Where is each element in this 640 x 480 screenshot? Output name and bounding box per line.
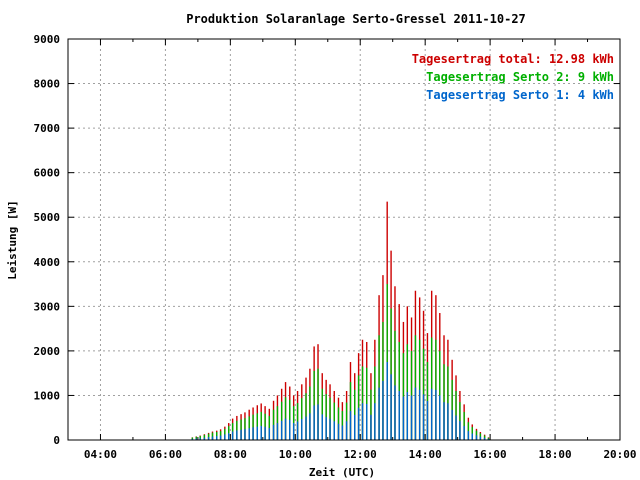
bar-serto1	[394, 385, 395, 440]
bar-serto1	[252, 427, 253, 440]
bar-serto1	[334, 421, 335, 440]
bar-serto1	[415, 388, 416, 440]
x-axis-label: Zeit (UTC)	[309, 466, 375, 479]
bar-serto1	[463, 426, 464, 440]
bar-serto1	[354, 415, 355, 440]
y-tick-label: 5000	[34, 211, 61, 224]
x-tick-label: 04:00	[84, 448, 117, 461]
x-tick-label: 16:00	[474, 448, 507, 461]
bar-serto1	[447, 403, 448, 440]
bar-serto1	[476, 435, 477, 440]
y-tick-label: 0	[53, 434, 60, 447]
y-tick-label: 9000	[34, 33, 61, 46]
bar-serto1	[301, 419, 302, 440]
bar-serto1	[257, 427, 258, 440]
bar-serto1	[411, 395, 412, 440]
bar-serto1	[317, 404, 318, 440]
bar-serto1	[451, 410, 452, 440]
bar-serto1	[309, 413, 310, 440]
bar-serto1	[240, 430, 241, 440]
bar-serto1	[403, 397, 404, 440]
x-tick-label: 08:00	[214, 448, 247, 461]
x-tick-label: 12:00	[344, 448, 377, 461]
y-tick-label: 7000	[34, 122, 61, 135]
bar-serto1	[261, 426, 262, 440]
bar-serto1	[439, 395, 440, 440]
x-tick-labels: 04:00 06:00 08:00 10:00 12:00 14:00 16:00 18:00…	[84, 448, 637, 461]
bar-serto1	[362, 403, 363, 440]
x-tick-label: 14:00	[409, 448, 442, 461]
bar-serto1	[366, 404, 367, 440]
bar-serto1	[468, 431, 469, 440]
bar-serto1	[228, 433, 229, 440]
bar-serto1	[374, 403, 375, 440]
y-tick-label: 3000	[34, 300, 61, 313]
bar-serto1	[269, 428, 270, 440]
y-tick-label: 2000	[34, 345, 61, 358]
y-tick-label: 1000	[34, 389, 61, 402]
x-tick-label: 18:00	[538, 448, 571, 461]
bar-serto1	[322, 414, 323, 440]
bar-serto1	[281, 421, 282, 440]
bar-serto1	[455, 415, 456, 440]
bar-serto1	[386, 362, 387, 440]
legend: Tagesertrag total: 12.98 kWh Tagesertrag …	[412, 52, 614, 102]
bar-serto1	[305, 417, 306, 440]
bar-serto1	[273, 425, 274, 440]
bar-serto1	[212, 437, 213, 440]
x-tick-label: 10:00	[279, 448, 312, 461]
y-axis-label: Leistung [W]	[6, 200, 19, 279]
bar-serto1	[277, 423, 278, 440]
x-tick-label: 20:00	[603, 448, 636, 461]
bar-serto1	[358, 408, 359, 440]
bar-serto1	[289, 420, 290, 440]
bar-serto1	[378, 388, 379, 440]
bar-serto1	[390, 374, 391, 440]
legend-entry: Tagesertrag Serto 1: 4 kWh	[426, 88, 614, 102]
bar-serto1	[435, 390, 436, 440]
bar-serto1	[325, 417, 326, 440]
bar-serto1	[407, 392, 408, 440]
bar-serto1	[342, 426, 343, 440]
bar-serto1	[382, 381, 383, 440]
bar-serto1	[248, 428, 249, 440]
bar-serto1	[459, 421, 460, 440]
bar-serto1	[350, 411, 351, 440]
y-tick-label: 8000	[34, 78, 61, 91]
bar-marks	[192, 202, 490, 440]
bar-serto1	[313, 405, 314, 440]
bar-serto1	[346, 421, 347, 440]
bar-serto1	[443, 402, 444, 440]
legend-entry: Tagesertrag Serto 2: 9 kWh	[426, 70, 614, 84]
bar-serto1	[297, 422, 298, 440]
bar-serto1	[399, 391, 400, 440]
legend-entry: Tagesertrag total: 12.98 kWh	[412, 52, 614, 66]
bar-serto1	[419, 390, 420, 440]
x-tick-label: 06:00	[149, 448, 182, 461]
bar-serto1	[236, 430, 237, 440]
bar-serto1	[285, 419, 286, 440]
y-tick-labels: 0 1000 2000 3000 4000 5000 6000 7000 8000 9000	[34, 33, 61, 447]
chart-title: Produktion Solaranlage Serto-Gressel 201…	[186, 12, 526, 26]
bar-serto1	[480, 437, 481, 440]
bar-serto1	[293, 423, 294, 440]
y-tick-label: 6000	[34, 167, 61, 180]
bar-serto1	[220, 436, 221, 440]
bar-serto1	[264, 427, 265, 440]
bar-serto1	[370, 415, 371, 440]
bar-serto1	[216, 436, 217, 440]
bar-serto1	[427, 401, 428, 440]
y-tick-label: 4000	[34, 256, 61, 269]
bar-serto1	[431, 389, 432, 440]
bar-serto1	[232, 432, 233, 440]
bar-serto1	[329, 419, 330, 440]
bar-serto1	[224, 434, 225, 440]
bar-serto1	[423, 394, 424, 440]
bar-serto1	[472, 434, 473, 440]
bar-serto1	[244, 429, 245, 440]
bar-serto1	[338, 424, 339, 440]
